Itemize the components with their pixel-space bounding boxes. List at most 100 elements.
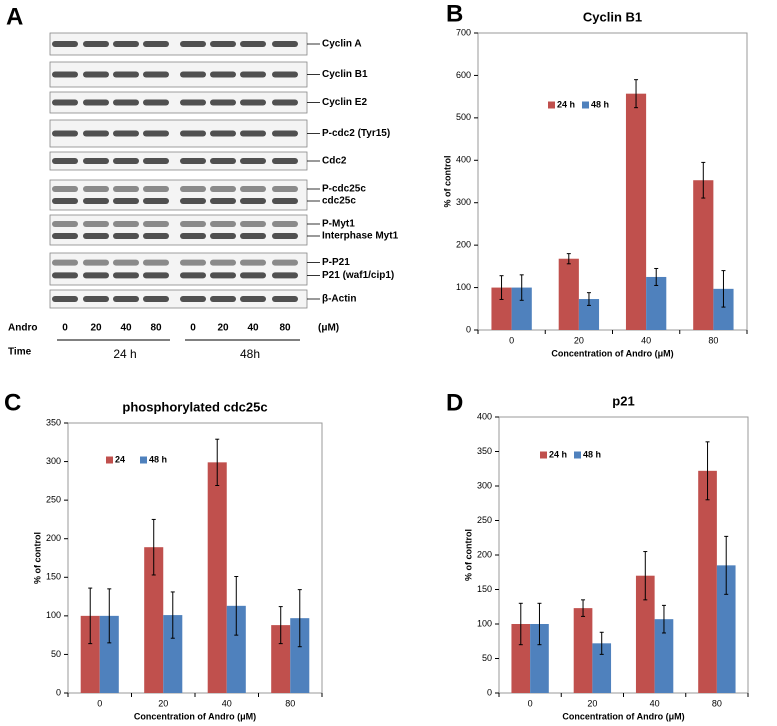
- blot-band: [180, 233, 206, 239]
- bar: [646, 276, 667, 330]
- blot-band: [83, 41, 109, 47]
- blot-band: [113, 41, 139, 47]
- y-tick-label: 150: [477, 584, 492, 594]
- blot-band: [240, 99, 266, 106]
- blot-band: [240, 41, 266, 47]
- blot-band: [52, 233, 78, 239]
- blot-band: [52, 41, 78, 47]
- panel-label: C: [4, 389, 21, 416]
- y-tick-label: 150: [46, 572, 61, 582]
- chart-title: phosphorylated cdc25c: [122, 399, 267, 414]
- bar: [558, 258, 579, 330]
- blot-label: P-P21: [322, 257, 350, 268]
- blot-band: [143, 259, 169, 266]
- blot-band: [52, 158, 78, 164]
- x-tick-label: 0: [509, 335, 514, 345]
- blot-band: [210, 186, 236, 192]
- blot-band: [113, 186, 139, 192]
- x-tick-label: 0: [528, 698, 533, 708]
- x-tick-label: 80: [285, 698, 295, 708]
- blot-band: [180, 41, 206, 47]
- blot-band: [83, 233, 109, 239]
- chart-title: Cyclin B1: [583, 9, 642, 24]
- blot-band: [143, 71, 169, 78]
- blot-band: [83, 158, 109, 164]
- bar: [530, 624, 549, 693]
- blot-band: [143, 99, 169, 106]
- blot-band: [113, 99, 139, 106]
- blot-band: [240, 296, 266, 302]
- time: 24 h: [113, 347, 136, 361]
- bar: [144, 547, 164, 693]
- dose: 40: [247, 323, 259, 334]
- y-tick-label: 500: [456, 112, 471, 122]
- blot-band: [240, 198, 266, 204]
- y-tick-label: 0: [487, 687, 492, 697]
- blot-band: [113, 130, 139, 137]
- blot-band: [272, 71, 298, 78]
- dose-label: Andro: [8, 323, 37, 334]
- x-tick-label: 40: [222, 698, 232, 708]
- dose: 80: [279, 323, 291, 334]
- blot-band: [240, 233, 266, 239]
- y-tick-label: 200: [456, 240, 471, 250]
- legend-label: 48 h: [583, 449, 601, 459]
- blot-label: P-cdc25c: [322, 184, 366, 195]
- blot-band: [272, 130, 298, 137]
- y-tick-label: 100: [46, 610, 61, 620]
- y-tick-label: 400: [456, 155, 471, 165]
- blot-label: Cyclin B1: [322, 69, 368, 80]
- bar: [592, 643, 612, 693]
- y-tick-label: 250: [477, 515, 492, 525]
- blot-band: [52, 99, 78, 106]
- y-tick-label: 100: [456, 282, 471, 292]
- blot-band: [113, 221, 139, 227]
- bar: [573, 608, 593, 693]
- x-tick-label: 80: [712, 698, 722, 708]
- y-tick-label: 200: [477, 549, 492, 559]
- blot-band: [113, 71, 139, 78]
- legend-swatch: [106, 456, 113, 464]
- blot-band: [240, 272, 266, 279]
- bar: [578, 299, 600, 330]
- blot-band: [83, 198, 109, 204]
- blot-label: P-Myt1: [322, 219, 355, 230]
- blot-band: [240, 158, 266, 164]
- blot-band: [272, 233, 298, 239]
- blot-band: [272, 158, 298, 164]
- bar: [99, 615, 119, 693]
- time: 48h: [240, 347, 260, 361]
- blot-band: [240, 130, 266, 137]
- blot-band: [52, 71, 78, 78]
- blot-label: P-cdc2 (Tyr15): [322, 128, 390, 139]
- blot-band: [240, 71, 266, 78]
- x-axis-label: Concentration of Andro (μM): [562, 711, 684, 721]
- time-label: Time: [8, 347, 32, 358]
- blot-band: [240, 259, 266, 266]
- legend-swatch: [548, 101, 555, 109]
- blot-band: [83, 296, 109, 302]
- y-tick-label: 50: [51, 649, 61, 659]
- blot-band: [143, 233, 169, 239]
- bar: [163, 615, 183, 693]
- blot-band: [83, 130, 109, 137]
- x-tick-label: 40: [650, 698, 660, 708]
- blot-band: [210, 41, 236, 47]
- y-tick-label: 0: [466, 324, 471, 334]
- x-tick-label: 20: [574, 335, 584, 345]
- blot-band: [240, 221, 266, 227]
- dose: 40: [120, 323, 132, 334]
- panel-label: D: [446, 389, 463, 416]
- bar: [271, 625, 291, 693]
- blot-band: [113, 158, 139, 164]
- blot-band: [143, 221, 169, 227]
- blot-band: [272, 198, 298, 204]
- blot-band: [210, 272, 236, 279]
- x-axis-label: Concentration of Andro (μM): [134, 711, 256, 721]
- bar: [693, 180, 714, 330]
- blot-band: [113, 259, 139, 266]
- blot-band: [52, 186, 78, 192]
- legend-label: 48 h: [149, 454, 167, 464]
- bar: [226, 605, 246, 693]
